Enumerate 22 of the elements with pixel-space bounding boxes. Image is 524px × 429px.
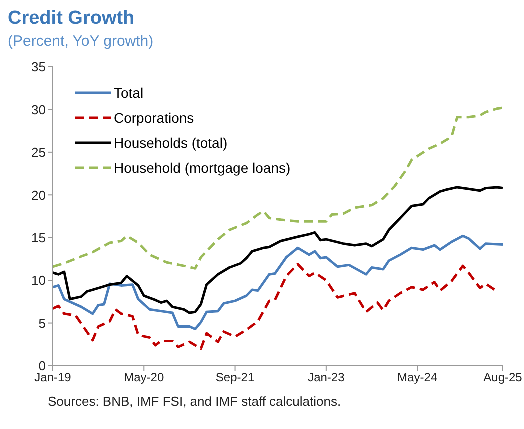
legend-label: Households (total) [114,134,228,150]
chart-subtitle: (Percent, YoY growth) [8,32,155,52]
x-tick-label: Jan-23 [308,370,346,385]
line-series [53,234,503,331]
legend-label: Corporations [114,110,194,126]
source-note: Sources: BNB, IMF FSI, and IMF staff calculations. [48,394,342,409]
y-tick-label: 15 [32,230,46,246]
x-tick-label: Sep-21 [216,370,255,385]
line-series [53,106,503,270]
y-tick-label: 5 [38,316,46,331]
x-tick-label: May-20 [124,370,164,385]
line-series [53,186,503,314]
y-tick-label: 30 [32,102,46,118]
y-tick-label: 20 [32,188,46,203]
chart-title: Credit Growth [8,8,136,30]
legend-label: Household (mortgage loans) [114,160,291,176]
y-tick-label: 25 [32,145,46,160]
y-tick-label: 10 [32,273,46,288]
x-tick-label: Aug-25 [484,370,523,385]
x-tick-label: May-24 [398,370,438,385]
y-tick-label: 35 [32,60,46,75]
legend-label: Total [114,84,144,100]
